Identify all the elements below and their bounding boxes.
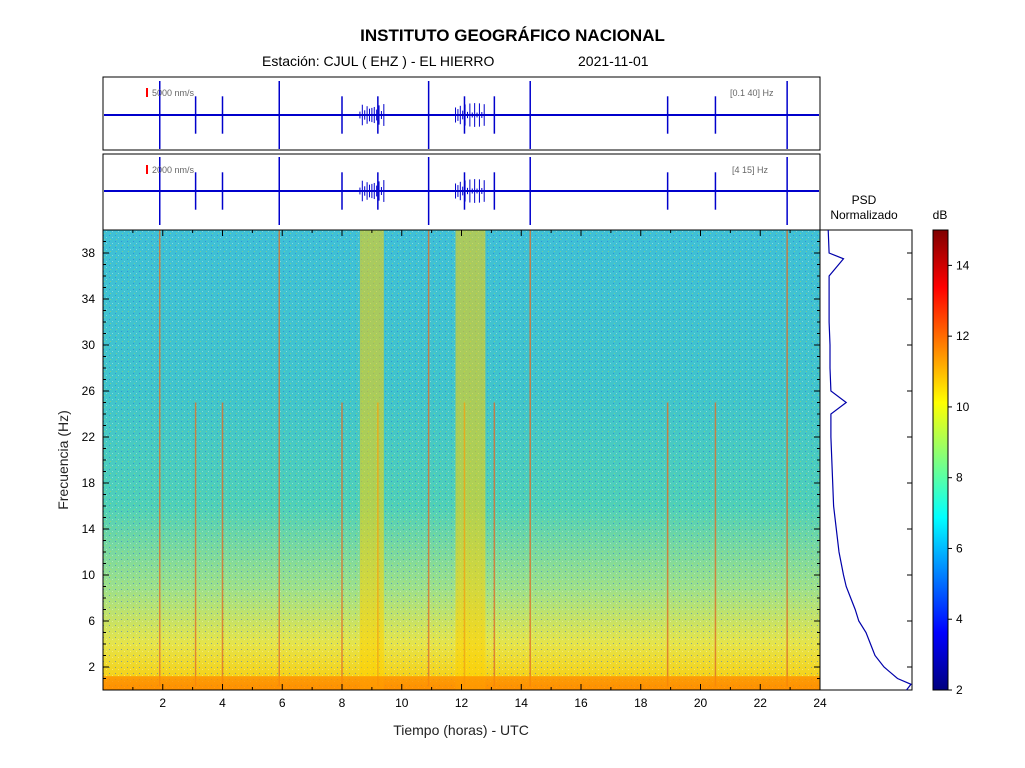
x-tick-label: 2 [159, 696, 166, 710]
swarm-band [455, 230, 486, 690]
x-tick-label: 8 [339, 696, 346, 710]
colorbar-tick-label: 12 [956, 329, 970, 343]
psd-frame [819, 229, 913, 691]
date-label: 2021-11-01 [578, 53, 649, 69]
psd-ticks [907, 252, 912, 668]
y-tick-label: 18 [82, 476, 96, 490]
psd-normalized-label: Normalizado [830, 208, 898, 222]
trace-2-events [159, 157, 788, 225]
trace-2-band-label: [4 15] Hz [732, 165, 769, 175]
psd-label: PSD [852, 193, 877, 207]
colorbar-tick-label: 8 [956, 471, 963, 485]
x-tick-label: 24 [813, 696, 827, 710]
y-tick-label: 22 [82, 430, 96, 444]
x-tick-label: 10 [395, 696, 409, 710]
trace-1-scale-label: 5000 nm/s [152, 88, 195, 98]
x-tick-label: 14 [515, 696, 529, 710]
y-tick-label: 34 [82, 292, 96, 306]
x-tick-label: 18 [634, 696, 648, 710]
trace-1-events [159, 81, 788, 149]
colorbar-gradient [932, 229, 949, 691]
colorbar-tick-label: 6 [956, 541, 963, 555]
colorbar: dB 2 4 6 8 10 12 14 [932, 208, 970, 697]
x-axis-label: Tiempo (horas) - UTC [393, 722, 529, 738]
y-tick-label: 2 [88, 660, 95, 674]
psd-panel: PSD Normalizado [819, 193, 913, 691]
x-tick-label: 20 [694, 696, 708, 710]
trace-panel-1: 5000 nm/s [0.1 40] Hz [102, 76, 821, 151]
y-tick-label: 38 [82, 246, 96, 260]
x-tick-label: 4 [219, 696, 226, 710]
y-tick-label: 30 [82, 338, 96, 352]
swarm-band [359, 230, 384, 690]
x-tick-label: 12 [455, 696, 469, 710]
y-tick-label: 26 [82, 384, 96, 398]
colorbar-tick-label: 10 [956, 400, 970, 414]
colorbar-tick-label: 4 [956, 612, 963, 626]
x-tick-label: 22 [754, 696, 768, 710]
y-tick-label: 6 [88, 614, 95, 628]
colorbar-ticks: 2 4 6 8 10 12 14 [948, 258, 970, 697]
psd-curve [827, 229, 912, 691]
y-tick-label: 14 [82, 522, 96, 536]
trace-panel-2: 2000 nm/s [4 15] Hz [102, 153, 821, 231]
trace-1-band-label: [0.1 40] Hz [730, 88, 774, 98]
colorbar-tick-label: 14 [956, 258, 970, 272]
page-title: INSTITUTO GEOGRÁFICO NACIONAL [360, 26, 665, 45]
colorbar-label: dB [933, 208, 948, 222]
station-label: Estación: CJUL ( EHZ ) - EL HIERRO [262, 53, 495, 69]
y-axis-label: Frecuencia (Hz) [55, 410, 71, 510]
y-tick-label: 10 [82, 568, 96, 582]
trace-2-scale-label: 2000 nm/s [152, 165, 195, 175]
x-tick-label: 6 [279, 696, 286, 710]
colorbar-tick-label: 2 [956, 683, 963, 697]
x-axis: 2 4 6 8 10 12 14 16 18 20 22 24 [132, 230, 827, 710]
x-tick-label: 16 [574, 696, 588, 710]
spectrogram: 2 4 6 8 10 12 14 16 18 20 22 24 261014182226303438 … [55, 229, 827, 738]
